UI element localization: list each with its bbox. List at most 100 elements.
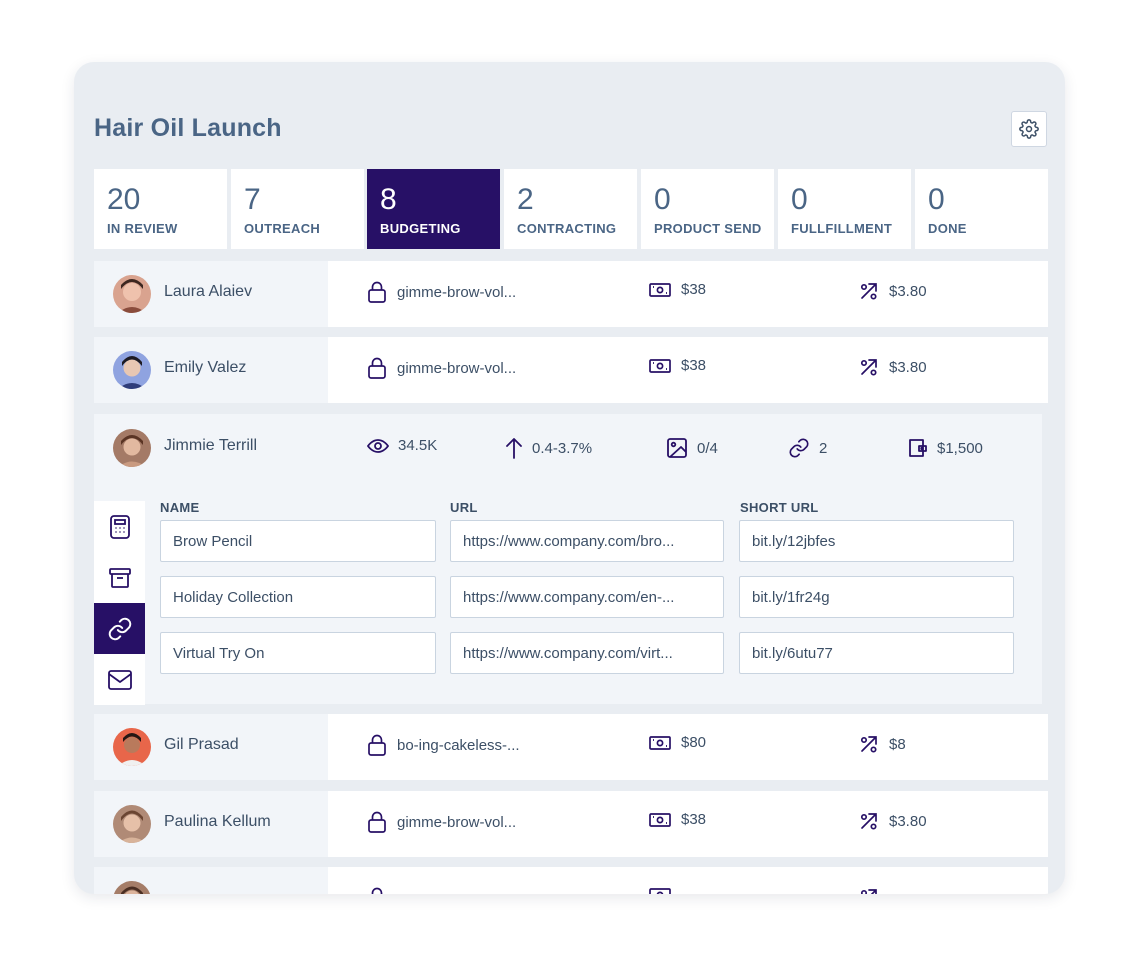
arrow-up-icon	[506, 438, 522, 459]
mail-tool[interactable]	[94, 654, 145, 705]
creator-identity: Laura Alaiev	[94, 261, 328, 327]
stage-label: BUDGETING	[380, 221, 461, 236]
commission-cell: $3.80	[859, 281, 927, 301]
discount-icon	[860, 889, 877, 894]
short-url-field[interactable]: bit.ly/1fr24g	[739, 576, 1014, 618]
short-url-field[interactable]: bit.ly/6utu77	[739, 632, 1014, 674]
commission: $8	[889, 735, 906, 753]
link-url-field[interactable]: https://www.company.com/virt...	[450, 632, 724, 674]
budget-stat: $1,500	[908, 437, 983, 459]
lock-icon	[371, 887, 383, 894]
lock-icon	[368, 811, 386, 833]
avatar	[113, 351, 151, 389]
wallet-icon	[909, 439, 927, 457]
column-header-name: NAME	[160, 500, 200, 515]
image-icon	[667, 438, 687, 458]
price: $38	[681, 281, 707, 298]
page-title: Hair Oil Launch	[94, 114, 282, 142]
price: $80	[681, 734, 707, 751]
commission-cell: $8	[859, 734, 906, 754]
money-icon	[649, 282, 671, 297]
stage-count: 0	[791, 183, 808, 216]
creator-name: Laura Alaiev	[164, 283, 253, 300]
creator-row[interactable]	[94, 867, 1048, 894]
discount-code-cell: bo-ing-cakeless-...	[367, 734, 520, 756]
tab-budgeting[interactable]: 8 BUDGETING	[367, 169, 500, 249]
avatar	[113, 881, 151, 894]
settings-button[interactable]	[1011, 111, 1047, 147]
tab-done[interactable]: 0 DONE	[915, 169, 1048, 249]
stage-count: 7	[244, 183, 261, 216]
stage-label: IN REVIEW	[107, 221, 178, 236]
mail-icon	[107, 669, 132, 690]
price-cell: $38	[649, 811, 706, 828]
commission-cell	[859, 887, 879, 894]
price-cell	[649, 887, 671, 894]
link-name-field[interactable]: Virtual Try On	[160, 632, 436, 674]
engagement-stat: 0.4-3.7%	[505, 437, 592, 459]
link-url-field[interactable]: https://www.company.com/en-...	[450, 576, 724, 618]
budget-value: $1,500	[937, 439, 983, 457]
stage-label: FULLFILLMENT	[791, 221, 893, 236]
creator-row[interactable]: Gil Prasad bo-ing-cakeless-... $80 $8	[94, 714, 1048, 780]
stage-label: DONE	[928, 221, 967, 236]
stage-label: CONTRACTING	[517, 221, 617, 236]
archive-tool[interactable]	[94, 552, 145, 603]
link-name-field[interactable]: Holiday Collection	[160, 576, 436, 618]
calculator-tool[interactable]	[94, 501, 145, 552]
commission-cell: $3.80	[859, 811, 927, 831]
tab-contracting[interactable]: 2 CONTRACTING	[504, 169, 637, 249]
discount-code-cell: gimme-brow-vol...	[367, 281, 516, 303]
expanded-creator-panel: Jimmie Terrill 34.5K 0.4-3.7% 0/4 2 $1,5…	[94, 414, 1042, 705]
avatar	[113, 728, 151, 766]
link-icon	[108, 617, 131, 640]
creator-name: Gil Prasad	[164, 736, 239, 753]
stage-tabs: 20 IN REVIEW 7 OUTREACH 8 BUDGETING 2 CO…	[94, 169, 1049, 249]
discount-code: gimme-brow-vol...	[397, 813, 517, 831]
discount-icon	[860, 359, 877, 376]
discount-icon	[860, 283, 877, 300]
links-stat: 2	[788, 437, 827, 459]
creator-name: Jimmie Terrill	[164, 437, 258, 454]
creator-identity	[94, 867, 328, 894]
views-value: 34.5K	[398, 437, 438, 454]
link-name-field[interactable]: Brow Pencil	[160, 520, 436, 562]
tab-in-review[interactable]: 20 IN REVIEW	[94, 169, 227, 249]
commission-cell: $3.80	[859, 357, 927, 377]
column-header-short-url: SHORT URL	[740, 500, 819, 515]
gear-icon	[1019, 119, 1039, 139]
stage-label: OUTREACH	[244, 221, 321, 236]
creator-name: Emily Valez	[164, 359, 247, 376]
stage-count: 8	[380, 183, 397, 216]
column-header-url: URL	[450, 500, 478, 515]
links-tool[interactable]	[94, 603, 145, 654]
stage-count: 20	[107, 183, 141, 216]
stage-count: 0	[654, 183, 671, 216]
lock-icon	[368, 281, 386, 303]
calculator-icon	[109, 514, 130, 539]
creator-row[interactable]: Emily Valez gimme-brow-vol... $38 $3.80	[94, 337, 1048, 403]
stage-count: 2	[517, 183, 534, 216]
tab-fullfillment[interactable]: 0 FULLFILLMENT	[778, 169, 911, 249]
money-icon	[649, 358, 671, 373]
engagement-value: 0.4-3.7%	[532, 439, 593, 457]
creator-identity: Emily Valez	[94, 337, 328, 403]
creator-row[interactable]: Laura Alaiev gimme-brow-vol... $38 $3.80	[94, 261, 1048, 327]
price: $38	[681, 811, 707, 828]
images-stat: 0/4	[666, 437, 718, 459]
commission: $3.80	[889, 282, 927, 300]
price-cell: $80	[649, 734, 706, 751]
creator-identity: Paulina Kellum	[94, 791, 328, 857]
avatar	[113, 275, 151, 313]
link-url-field[interactable]: https://www.company.com/bro...	[450, 520, 724, 562]
avatar	[113, 805, 151, 843]
discount-code: gimme-brow-vol...	[397, 283, 517, 301]
short-url-field[interactable]: bit.ly/12jbfes	[739, 520, 1014, 562]
commission: $3.80	[889, 812, 927, 830]
tab-outreach[interactable]: 7 OUTREACH	[231, 169, 364, 249]
price: $38	[681, 357, 707, 374]
tab-product-send[interactable]: 0 PRODUCT SEND	[641, 169, 774, 249]
creator-row[interactable]: Paulina Kellum gimme-brow-vol... $38 $3.…	[94, 791, 1048, 857]
discount-icon	[860, 736, 877, 753]
stage-label: PRODUCT SEND	[654, 221, 762, 236]
